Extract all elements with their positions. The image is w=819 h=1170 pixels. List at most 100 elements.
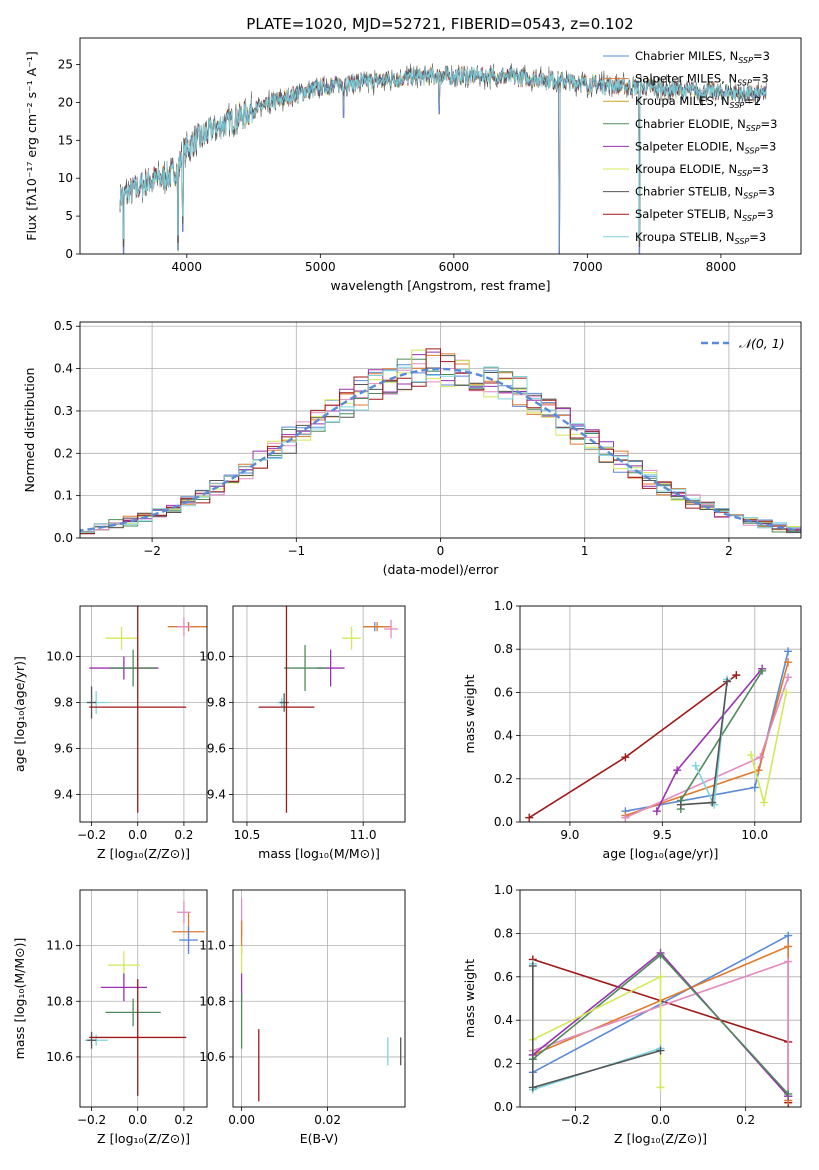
legend-count: =2 <box>744 94 761 108</box>
y-tick-label: 10.0 <box>199 650 226 664</box>
legend-text: Kroupa ELODIE, N <box>635 162 737 176</box>
massweight-marker <box>656 972 665 981</box>
legend-subscript: SSP <box>737 169 752 178</box>
legend-text: Kroupa STELIB, N <box>635 230 735 244</box>
massweight-line <box>656 668 763 812</box>
legend-subscript: SSP <box>738 56 753 65</box>
legend-entry: Salpeter ELODIE, NSSP=3 <box>635 139 776 155</box>
legend-count: =3 <box>752 72 769 86</box>
y-tick-label: 0.6 <box>494 685 513 699</box>
massweight-marker <box>784 673 793 682</box>
spectrum-line <box>119 66 767 240</box>
massweight-marker <box>652 807 661 816</box>
y-axis-label: age [log₁₀(age/yr)] <box>12 656 27 772</box>
massweight-marker <box>676 800 685 809</box>
massweight-marker <box>784 957 793 966</box>
x-tick-label: −0.2 <box>561 1113 590 1127</box>
y-tick-label: 0.2 <box>54 446 73 460</box>
y-tick-label: 9.6 <box>207 741 226 755</box>
panel-massweight-vs-age: 9.0 9.5 10.0 0.0 0.2 0.4 0.6 0.8 1.0 age [log₁₀(a… <box>462 599 802 861</box>
legend-count: =3 <box>753 49 770 63</box>
legend-entry: Kroupa MILES, NSSP=2 <box>635 94 761 110</box>
massweight-marker <box>656 1046 665 1055</box>
massweight-marker <box>691 761 700 770</box>
plot-area <box>119 63 767 254</box>
y-tick-label: 11.0 <box>46 939 73 953</box>
y-tick-label: 1.0 <box>494 599 513 613</box>
massweight-marker <box>732 671 741 680</box>
y-tick-label: 0.5 <box>54 319 73 333</box>
legend-subscript: SSP <box>735 237 750 246</box>
massweight-marker <box>708 798 717 807</box>
x-tick-label: 0.0 <box>651 1113 670 1127</box>
legend-subscript: SSP <box>730 101 745 110</box>
massweight-marker <box>760 798 769 807</box>
legend-count: =3 <box>759 139 776 153</box>
x-tick-label: 0.0 <box>128 828 147 842</box>
axes-frame <box>519 889 802 1108</box>
x-tick-label: 7000 <box>572 260 603 274</box>
massweight-marker <box>750 783 759 792</box>
legend-entry: 𝒩(0, 1) <box>739 336 785 351</box>
y-tick-label: 1.0 <box>494 883 513 897</box>
y-tick-label: 0.8 <box>494 926 513 940</box>
y-tick-label: 9.4 <box>54 787 73 801</box>
legend-count: =3 <box>761 117 778 131</box>
axes-frame <box>519 605 802 823</box>
legend-subscript: SSP <box>743 192 758 201</box>
massweight-marker <box>784 1089 793 1098</box>
y-axis-label: mass weight <box>462 674 477 753</box>
legend-text: Chabrier MILES, N <box>635 49 738 63</box>
plot-area <box>525 647 793 822</box>
y-tick-label: 0.2 <box>494 772 513 786</box>
legend-text: Salpeter ELODIE, N <box>635 139 745 153</box>
x-axis-label: (data-model)/error <box>383 562 500 577</box>
legend-subscript: SSP <box>737 79 752 88</box>
legend-entry: Kroupa STELIB, NSSP=3 <box>635 230 766 246</box>
x-axis-label: wavelength [Angstrom, rest frame] <box>330 278 550 293</box>
axes-frame <box>79 37 802 255</box>
y-tick-label: 0 <box>65 247 73 261</box>
x-tick-label: 9.5 <box>653 828 672 842</box>
massweight-line <box>750 692 787 803</box>
y-tick-label: 0.0 <box>54 531 73 545</box>
massweight-marker <box>784 942 793 951</box>
x-axis-label: E(B-V) <box>300 1131 339 1146</box>
y-tick-label: 11.0 <box>199 939 226 953</box>
x-tick-label: 0.00 <box>228 1113 255 1127</box>
figure-title: PLATE=1020, MJD=52721, FIBERID=0543, z=0… <box>246 15 633 33</box>
x-tick-label: −1 <box>287 544 305 558</box>
y-tick-label: 10.0 <box>46 650 73 664</box>
axes-frame <box>232 605 406 823</box>
y-tick-label: 0.4 <box>494 1013 513 1027</box>
panel-residual-histogram: −2 −1 0 1 2 0.0 0.1 0.2 0.3 0.4 0.5 (data-model)/er… <box>22 319 802 577</box>
x-tick-label: 0.2 <box>174 1113 193 1127</box>
x-tick-label: 8000 <box>706 260 737 274</box>
panel-mass-vs-EBV: 0.00 0.02 10.6 10.8 11.0 E(B-V) <box>199 889 406 1146</box>
plot-area <box>258 606 399 813</box>
massweight-marker <box>656 1083 665 1092</box>
panel-spectrum: 4000 5000 6000 7000 8000 0 5 10 15 20 25 wavelength… <box>24 37 802 293</box>
massweight-marker <box>528 961 537 970</box>
y-axis-label: Normed distribution <box>22 368 37 493</box>
y-tick-label: 9.8 <box>207 696 226 710</box>
massweight-marker <box>528 1083 537 1092</box>
x-tick-label: −0.2 <box>77 828 106 842</box>
y-axis-label: mass weight <box>462 959 477 1038</box>
x-tick-label: 10.0 <box>741 828 768 842</box>
massweight-marker <box>723 677 732 686</box>
x-tick-label: 9.0 <box>560 828 579 842</box>
y-tick-label: 9.6 <box>54 741 73 755</box>
axes-frame <box>232 889 406 1108</box>
massweight-marker <box>758 666 767 675</box>
plot-area <box>80 348 801 537</box>
y-tick-label: 9.8 <box>54 696 73 710</box>
y-tick-label: 10 <box>58 171 73 185</box>
legend-count: =3 <box>758 185 775 199</box>
x-tick-label: 0 <box>437 544 445 558</box>
legend-entry: Chabrier MILES, NSSP=3 <box>635 49 770 65</box>
legend-entry: Salpeter MILES, NSSP=3 <box>635 72 769 88</box>
y-tick-label: 0.4 <box>494 729 513 743</box>
y-tick-label: 9.4 <box>207 787 226 801</box>
